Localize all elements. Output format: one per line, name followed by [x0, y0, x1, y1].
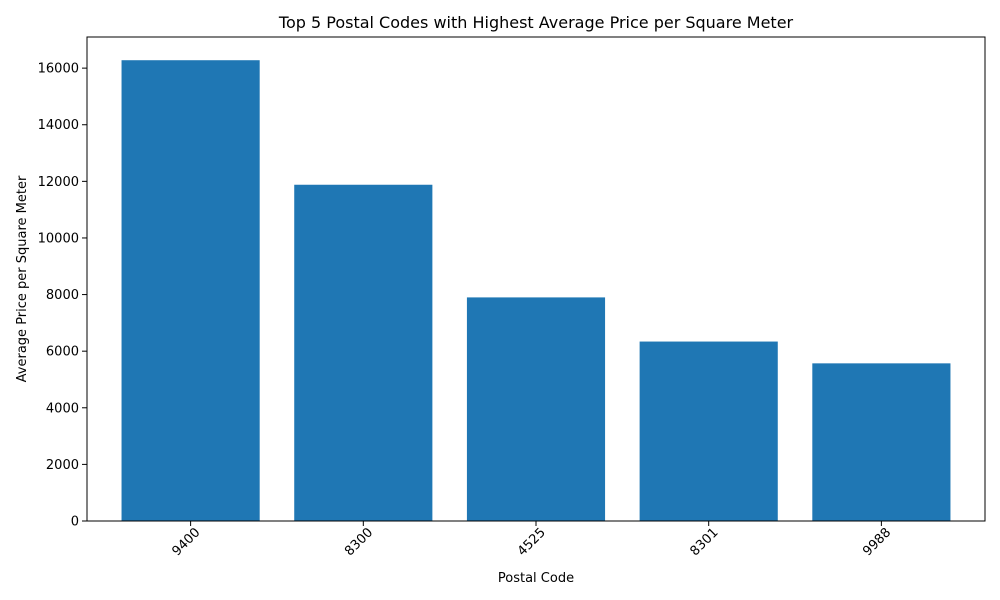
bar-8301	[639, 341, 778, 521]
y-tick-label: 8000	[46, 288, 79, 303]
bar-9400	[121, 60, 260, 522]
y-tick-label: 6000	[46, 345, 79, 360]
y-axis-ticks: 0 2000 4000 6000 8000 10000 12000 14000 16000	[38, 62, 87, 530]
x-tick-label: 8301	[688, 525, 722, 559]
x-tick-label: 9988	[860, 525, 894, 559]
bar-9988	[812, 363, 951, 521]
x-tick-label: 4525	[515, 525, 549, 559]
bars-group	[121, 60, 951, 522]
y-tick-label: 14000	[38, 118, 79, 133]
y-tick-label: 2000	[46, 458, 79, 473]
y-tick-label: 4000	[46, 401, 79, 416]
x-axis-ticks: 9400 8300 4525 8301 9988	[169, 521, 894, 559]
bar-4525	[466, 297, 606, 521]
x-tick-label: 8300	[342, 525, 376, 559]
x-tick-label: 9400	[169, 525, 203, 559]
plot-frame	[86, 36, 986, 522]
chart-title: Top 5 Postal Codes with Highest Average …	[278, 13, 794, 32]
y-tick-label: 12000	[38, 175, 79, 190]
y-tick-label: 16000	[38, 62, 79, 77]
x-axis-label: Postal Code	[498, 571, 574, 586]
y-tick-label: 0	[71, 515, 79, 530]
bar-8300	[294, 184, 433, 521]
y-tick-label: 10000	[38, 231, 79, 246]
y-axis-label: Average Price per Square Meter	[15, 175, 30, 382]
